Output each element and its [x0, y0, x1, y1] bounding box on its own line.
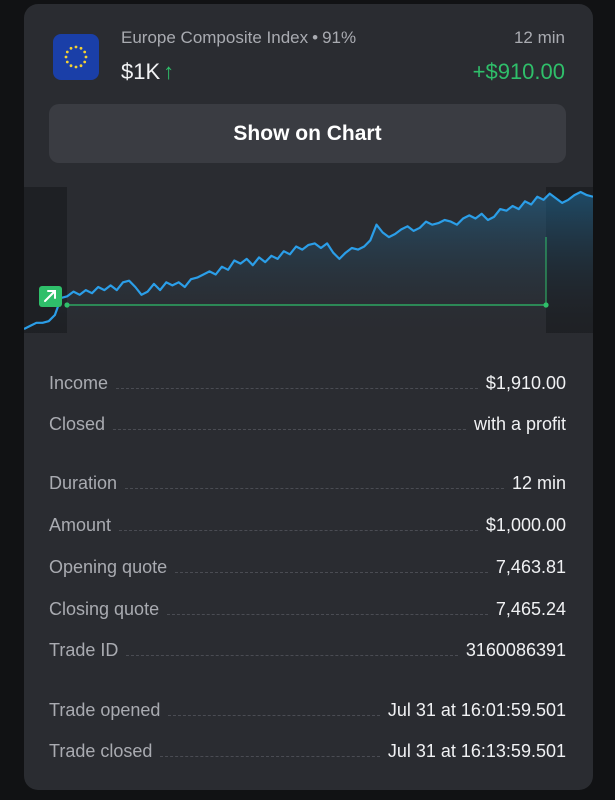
show-on-chart-button[interactable]: Show on Chart	[49, 104, 566, 163]
exit-point	[543, 302, 549, 308]
trade-profit: +$910.00	[472, 59, 565, 84]
dotted-leader	[168, 715, 380, 716]
closed-value: with a profit	[473, 414, 566, 434]
trade-opened-label: Trade opened	[49, 700, 161, 720]
price-line	[24, 190, 593, 330]
trade-closed-label: Trade closed	[49, 741, 153, 761]
opening-quote-label: Opening quote	[49, 557, 168, 577]
eu-stars-icon	[64, 45, 88, 69]
duration-value: 12 min	[511, 473, 566, 493]
dotted-leader	[167, 614, 488, 615]
trade-card: Europe Composite Index • 91% $1K ↑ 12 min +…	[24, 4, 593, 790]
amount-value: $1K	[121, 59, 161, 84]
arrow-up-right-icon	[39, 286, 62, 307]
entry-point	[64, 302, 70, 308]
dotted-leader	[175, 572, 488, 573]
closed-label: Closed	[49, 414, 106, 434]
detail-row-amount: Amount $1,000.00	[49, 506, 566, 536]
detail-row-trade-closed: Trade closed Jul 31 at 16:13:59.501	[49, 732, 566, 762]
trade-header: Europe Composite Index • 91% $1K ↑ 12 min +…	[24, 4, 593, 104]
arrow-up-icon: ↑	[163, 59, 175, 84]
trade-id-label: Trade ID	[49, 640, 119, 660]
closing-quote-value: 7,465.24	[495, 599, 566, 619]
detail-row-trade-id: Trade ID 3160086391	[49, 631, 566, 661]
detail-row-opening-quote: Opening quote 7,463.81	[49, 548, 566, 578]
trade-amount: $1K ↑	[121, 59, 174, 85]
detail-row-closed: Closed with a profit	[49, 405, 566, 435]
detail-row-duration: Duration 12 min	[49, 464, 566, 494]
detail-row-income: Income $1,910.00	[49, 364, 566, 394]
payout-percent: 91%	[322, 28, 357, 47]
duration-label: Duration	[49, 473, 118, 493]
price-area	[24, 192, 593, 333]
asset-name: Europe Composite Index	[121, 28, 309, 47]
asset-title: Europe Composite Index • 91%	[121, 28, 356, 48]
trade-closed-value: Jul 31 at 16:13:59.501	[387, 741, 566, 761]
mini-chart	[24, 187, 593, 333]
eu-flag-icon	[53, 34, 99, 80]
income-value: $1,910.00	[485, 373, 566, 393]
dotted-leader	[113, 429, 466, 430]
dotted-leader	[119, 530, 478, 531]
trade-opened-value: Jul 31 at 16:01:59.501	[387, 700, 566, 720]
closing-quote-label: Closing quote	[49, 599, 160, 619]
trade-duration: 12 min	[513, 28, 565, 47]
price-chart	[24, 187, 593, 333]
dotted-leader	[125, 488, 504, 489]
income-label: Income	[49, 373, 109, 393]
detail-row-closing-quote: Closing quote 7,465.24	[49, 590, 566, 620]
detail-row-trade-opened: Trade opened Jul 31 at 16:01:59.501	[49, 691, 566, 721]
amount-detail-value: $1,000.00	[485, 515, 566, 535]
separator-dot: •	[312, 28, 319, 47]
dotted-leader	[116, 388, 478, 389]
opening-quote-value: 7,463.81	[495, 557, 566, 577]
dotted-leader	[126, 655, 458, 656]
dotted-leader	[160, 756, 380, 757]
trade-id-value: 3160086391	[465, 640, 566, 660]
amount-label: Amount	[49, 515, 112, 535]
